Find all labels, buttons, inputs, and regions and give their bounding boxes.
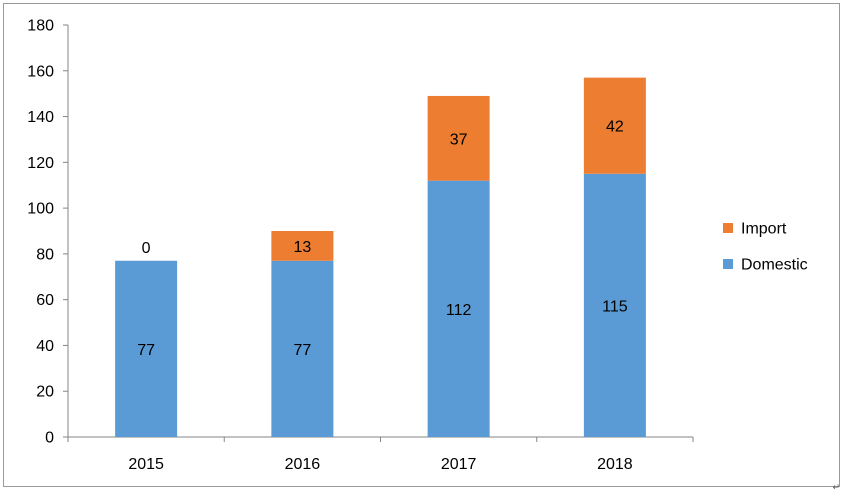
data-label-domestic-2015: 77 bbox=[137, 342, 155, 359]
legend-swatch-import bbox=[723, 223, 733, 233]
y-tick-label: 80 bbox=[36, 246, 54, 263]
bar-domestic-2016 bbox=[271, 260, 334, 437]
bar-domestic-2018 bbox=[583, 173, 646, 437]
bar-import-2016 bbox=[271, 231, 334, 261]
data-label-import-2016: 13 bbox=[293, 239, 311, 256]
y-tick-label: 100 bbox=[27, 201, 54, 218]
y-tick-label: 60 bbox=[36, 292, 54, 309]
x-tick-label: 2017 bbox=[441, 456, 477, 473]
x-tick-label: 2016 bbox=[285, 456, 321, 473]
y-tick-label: 120 bbox=[27, 155, 54, 172]
legend-label-domestic: Domestic bbox=[741, 257, 808, 274]
data-label-domestic-2018: 115 bbox=[602, 298, 628, 315]
y-tick-label: 180 bbox=[27, 18, 54, 35]
bar-import-2017 bbox=[427, 95, 490, 181]
bar-domestic-2015 bbox=[115, 260, 178, 437]
y-tick-label: 160 bbox=[27, 63, 54, 80]
data-label-import-2015: 0 bbox=[142, 240, 151, 257]
data-label-import-2018: 42 bbox=[606, 119, 624, 136]
corner-mark: ↵ bbox=[832, 482, 840, 492]
bars bbox=[115, 77, 646, 437]
y-tick-label: 20 bbox=[36, 384, 54, 401]
x-tick-label: 2015 bbox=[128, 456, 164, 473]
y-tick-label: 40 bbox=[36, 338, 54, 355]
data-labels: 77 0 77 13 112 37 115 42 bbox=[137, 119, 628, 359]
bar-import-2018 bbox=[583, 77, 646, 174]
bar-domestic-2017 bbox=[427, 180, 490, 437]
x-tick-label: 2018 bbox=[597, 456, 633, 473]
legend-label-import: Import bbox=[741, 221, 787, 238]
data-label-domestic-2016: 77 bbox=[293, 342, 311, 359]
y-tick-label: 0 bbox=[45, 430, 54, 447]
data-label-domestic-2017: 112 bbox=[446, 302, 472, 319]
legend-swatch-domestic bbox=[723, 259, 733, 269]
y-tick-label: 140 bbox=[27, 109, 54, 126]
axes: 0 20 40 60 80 100 120 140 160 180 2015 2016 2017 2018 bbox=[27, 18, 694, 473]
data-label-import-2017: 37 bbox=[450, 131, 468, 148]
legend: Import Domestic bbox=[723, 221, 808, 274]
